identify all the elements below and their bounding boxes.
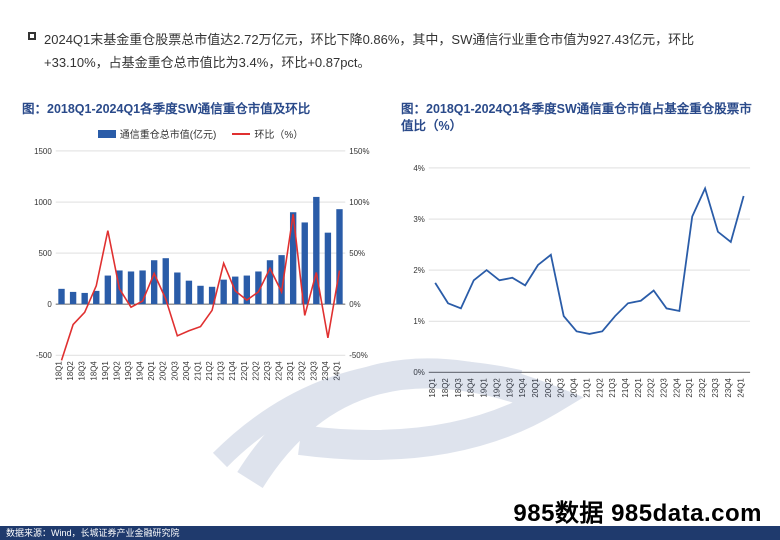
svg-text:21Q1: 21Q1	[582, 377, 591, 397]
svg-text:22Q1: 22Q1	[240, 361, 249, 381]
summary-text: 2024Q1末基金重仓股票总市值达2.72万亿元，环比下降0.86%，其中，SW…	[44, 28, 752, 75]
svg-text:19Q1: 19Q1	[480, 377, 489, 397]
svg-text:19Q3: 19Q3	[505, 377, 514, 397]
chart-left-svg: -500050010001500-50%0%50%100%150%18Q118Q…	[22, 145, 379, 403]
svg-text:20Q4: 20Q4	[570, 377, 579, 397]
svg-text:23Q4: 23Q4	[724, 377, 733, 397]
svg-text:20Q3: 20Q3	[557, 377, 566, 397]
svg-text:23Q1: 23Q1	[286, 361, 295, 381]
bullet-marker	[28, 32, 36, 40]
legend-line-label: 环比（%）	[254, 126, 303, 141]
svg-text:21Q4: 21Q4	[228, 361, 237, 381]
svg-text:0%: 0%	[349, 300, 360, 309]
svg-text:500: 500	[39, 249, 53, 258]
watermark: 985数据 985data.com	[513, 493, 762, 528]
svg-text:21Q4: 21Q4	[621, 377, 630, 397]
source-bar: 数据来源：Wind，长城证券产业金融研究院	[0, 526, 780, 540]
svg-text:23Q2: 23Q2	[298, 361, 307, 380]
svg-text:20Q2: 20Q2	[544, 378, 553, 397]
summary-bullet: 2024Q1末基金重仓股票总市值达2.72万亿元，环比下降0.86%，其中，SW…	[0, 0, 780, 75]
svg-text:19Q3: 19Q3	[124, 361, 133, 381]
svg-text:22Q4: 22Q4	[672, 377, 681, 397]
legend-line-swatch	[232, 133, 250, 135]
svg-text:18Q1: 18Q1	[55, 361, 64, 381]
svg-text:19Q2: 19Q2	[112, 361, 121, 380]
svg-text:21Q3: 21Q3	[608, 377, 617, 397]
svg-text:18Q2: 18Q2	[66, 361, 75, 380]
legend-bar-label: 通信重仓总市值(亿元)	[120, 126, 217, 141]
svg-text:22Q3: 22Q3	[263, 361, 272, 381]
legend-bar-swatch	[98, 130, 116, 138]
svg-text:22Q2: 22Q2	[251, 361, 260, 380]
svg-text:22Q2: 22Q2	[647, 378, 656, 397]
svg-text:1000: 1000	[34, 198, 52, 207]
chart-right-panel: 图：2018Q1-2024Q1各季度SW通信重仓市值占基金重仓股票市值比（%） …	[401, 101, 758, 425]
svg-text:0%: 0%	[413, 368, 424, 377]
svg-text:24Q1: 24Q1	[737, 377, 746, 397]
svg-text:20Q3: 20Q3	[170, 361, 179, 381]
svg-text:18Q3: 18Q3	[78, 361, 87, 381]
svg-text:18Q3: 18Q3	[454, 377, 463, 397]
svg-text:20Q2: 20Q2	[159, 361, 168, 380]
svg-text:150%: 150%	[349, 147, 369, 156]
svg-text:19Q4: 19Q4	[518, 377, 527, 397]
svg-text:24Q1: 24Q1	[332, 361, 341, 381]
svg-text:1500: 1500	[34, 147, 52, 156]
svg-text:18Q2: 18Q2	[441, 378, 450, 397]
svg-text:20Q4: 20Q4	[182, 361, 191, 381]
svg-text:19Q2: 19Q2	[492, 378, 501, 397]
chart-left-legend: 通信重仓总市值(亿元) 环比（%）	[22, 126, 379, 141]
svg-text:-500: -500	[36, 351, 52, 360]
svg-text:18Q4: 18Q4	[89, 361, 98, 381]
svg-text:23Q2: 23Q2	[698, 378, 707, 397]
svg-text:18Q1: 18Q1	[428, 377, 437, 397]
chart-left-title: 图：2018Q1-2024Q1各季度SW通信重仓市值及环比	[22, 101, 379, 119]
svg-text:18Q4: 18Q4	[467, 377, 476, 397]
svg-text:2%: 2%	[413, 266, 424, 275]
svg-text:-50%: -50%	[349, 351, 367, 360]
svg-text:100%: 100%	[349, 198, 369, 207]
svg-text:22Q1: 22Q1	[634, 377, 643, 397]
svg-text:3%: 3%	[413, 215, 424, 224]
svg-text:21Q3: 21Q3	[217, 361, 226, 381]
svg-text:21Q2: 21Q2	[205, 361, 214, 380]
svg-text:4%: 4%	[413, 164, 424, 173]
svg-text:20Q1: 20Q1	[531, 377, 540, 397]
svg-text:22Q3: 22Q3	[660, 377, 669, 397]
svg-text:19Q4: 19Q4	[136, 361, 145, 381]
svg-text:19Q1: 19Q1	[101, 361, 110, 381]
chart-right-title: 图：2018Q1-2024Q1各季度SW通信重仓市值占基金重仓股票市值比（%）	[401, 101, 758, 136]
svg-text:23Q4: 23Q4	[321, 361, 330, 381]
svg-text:50%: 50%	[349, 249, 365, 258]
chart-left-panel: 图：2018Q1-2024Q1各季度SW通信重仓市值及环比 通信重仓总市值(亿元…	[22, 101, 379, 425]
svg-text:21Q2: 21Q2	[595, 378, 604, 397]
svg-text:0: 0	[47, 300, 52, 309]
svg-text:22Q4: 22Q4	[275, 361, 284, 381]
svg-text:23Q1: 23Q1	[685, 377, 694, 397]
svg-text:20Q1: 20Q1	[147, 361, 156, 381]
svg-text:1%: 1%	[413, 317, 424, 326]
svg-text:21Q1: 21Q1	[193, 361, 202, 381]
svg-text:23Q3: 23Q3	[711, 377, 720, 397]
svg-text:23Q3: 23Q3	[309, 361, 318, 381]
chart-right-svg: 0% 1% 2% 3% 4% 18Q1 18Q2 18Q3 18Q4 19Q119Q2 19Q3 19…	[401, 162, 758, 420]
